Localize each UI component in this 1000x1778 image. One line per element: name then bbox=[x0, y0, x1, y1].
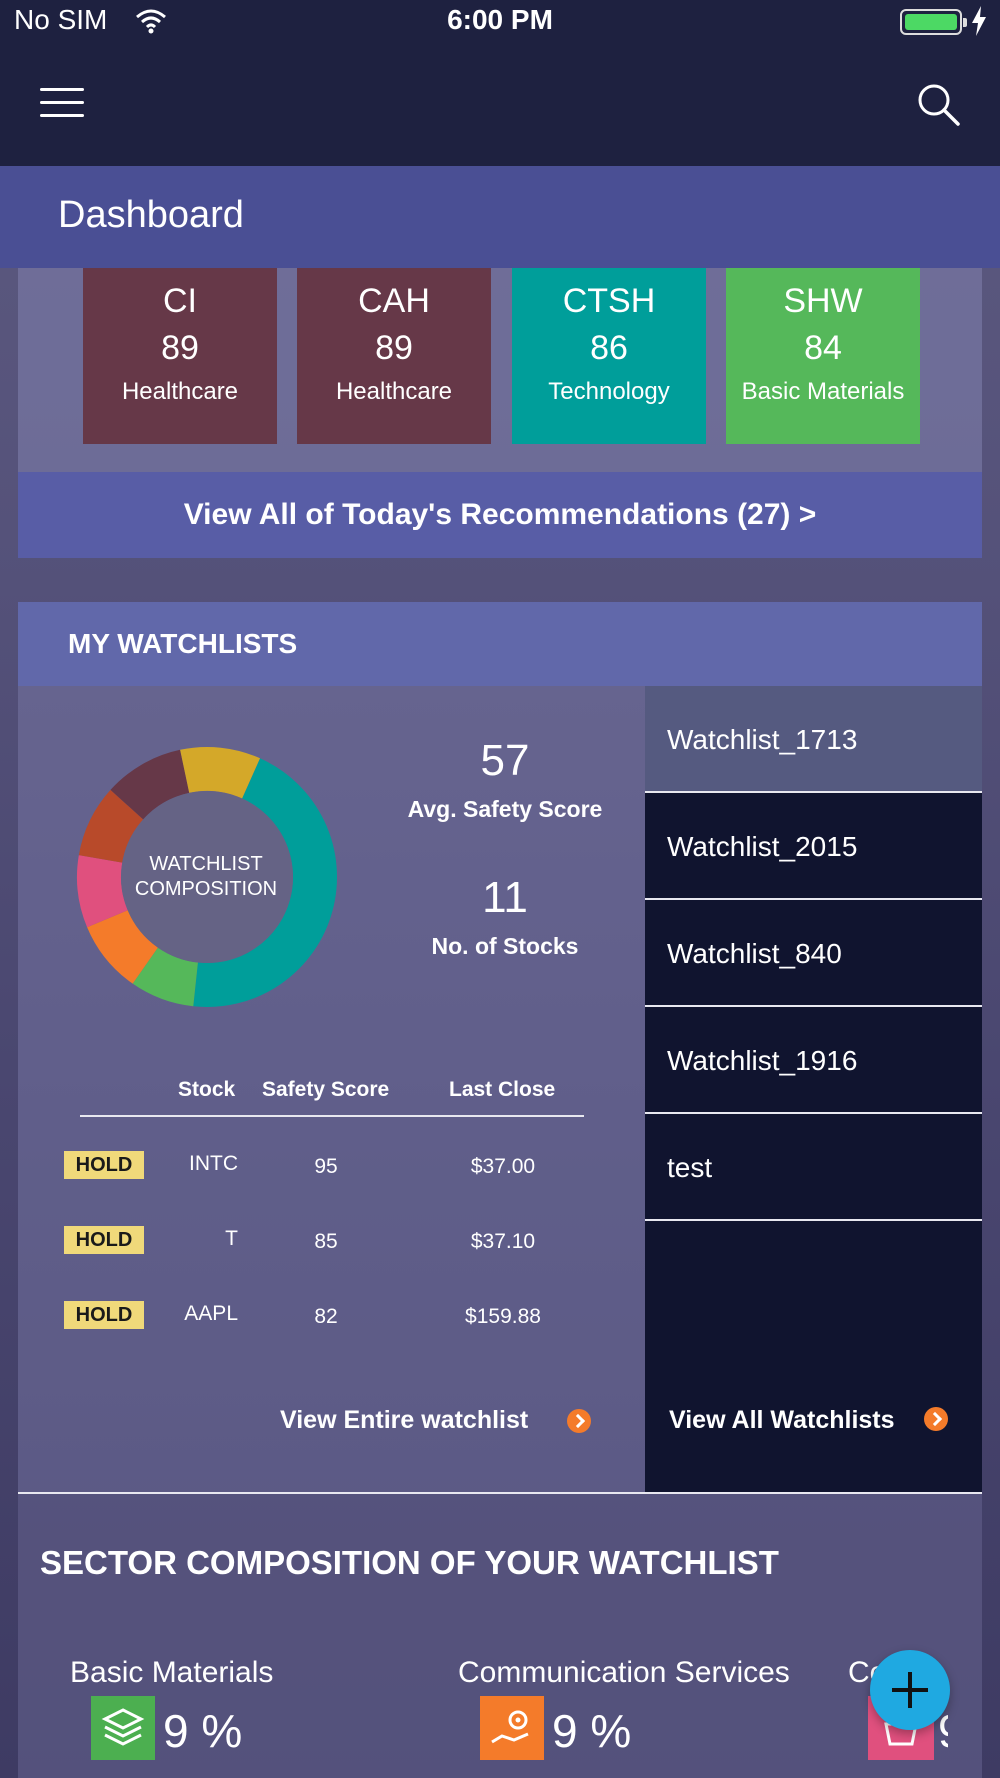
stock-symbol: CAH bbox=[358, 282, 430, 320]
column-header-stock: Stock bbox=[178, 1078, 236, 1101]
watchlist-item[interactable]: Watchlist_2015 bbox=[645, 793, 982, 900]
table-cell-safety-score: 82 bbox=[314, 1305, 338, 1328]
status-time: 6:00 PM bbox=[447, 4, 553, 35]
donut-segment bbox=[193, 758, 337, 1007]
carrier-label: No SIM bbox=[14, 4, 108, 35]
sector-percent: 9 % bbox=[552, 1705, 632, 1757]
chevron-right-icon[interactable] bbox=[567, 1409, 591, 1433]
column-header-last-close: Last Close bbox=[449, 1078, 556, 1101]
stock-score: 89 bbox=[375, 329, 413, 367]
sector-name: Basic Materials bbox=[70, 1656, 274, 1689]
watchlist-item[interactable]: Watchlist_1713 bbox=[645, 686, 982, 793]
watchlist-list: Watchlist_1713 Watchlist_2015 Watchlist_84… bbox=[645, 686, 982, 1492]
sector-name: Communication Services bbox=[458, 1656, 790, 1689]
charging-icon bbox=[970, 6, 988, 41]
stock-sector: Basic Materials bbox=[741, 378, 905, 405]
layers-icon bbox=[91, 1696, 155, 1760]
rating-badge: HOLD bbox=[64, 1151, 144, 1179]
add-button[interactable] bbox=[870, 1650, 950, 1730]
watchlist-composition-donut bbox=[77, 747, 337, 1007]
rating-badge: HOLD bbox=[64, 1301, 144, 1329]
menu-icon[interactable] bbox=[40, 88, 84, 118]
watchlist-name: Watchlist_1916 bbox=[667, 1045, 858, 1076]
table-cell-stock[interactable]: T bbox=[225, 1227, 238, 1250]
stock-symbol: SHW bbox=[783, 282, 863, 320]
page-title: Dashboard bbox=[58, 194, 244, 236]
donut-center-label: WATCHLIST COMPOSITION bbox=[116, 852, 296, 902]
table-cell-safety-score: 85 bbox=[314, 1230, 338, 1253]
stock-symbol: CI bbox=[163, 282, 197, 320]
battery-icon bbox=[900, 9, 967, 35]
table-divider bbox=[80, 1115, 584, 1117]
title-bar: Dashboard bbox=[0, 166, 1000, 268]
donut-segment bbox=[77, 855, 128, 928]
watchlist-item[interactable]: Watchlist_1916 bbox=[645, 1007, 982, 1114]
donut-segment bbox=[132, 947, 199, 1007]
stock-score: 84 bbox=[804, 329, 842, 367]
watchlist-item[interactable]: test bbox=[645, 1114, 982, 1221]
stock-symbol: CTSH bbox=[562, 282, 656, 320]
app-bar bbox=[0, 42, 1000, 166]
donut-segment bbox=[180, 747, 261, 799]
stock-sector: Healthcare bbox=[121, 378, 239, 405]
avg-safety-score-label: Avg. Safety Score bbox=[407, 796, 603, 822]
stock-sector: Technology bbox=[548, 378, 670, 405]
donut-label-line1: WATCHLIST bbox=[149, 853, 263, 875]
sector-percent: 9 % bbox=[163, 1705, 243, 1757]
table-cell-stock[interactable]: AAPL bbox=[184, 1302, 238, 1325]
table-cell-last-close: $159.88 bbox=[465, 1305, 541, 1328]
view-all-watchlists-link[interactable]: View All Watchlists bbox=[669, 1406, 895, 1434]
recommendation-card[interactable]: CI 89 Healthcare bbox=[83, 268, 277, 444]
watchlists-header: MY WATCHLISTS bbox=[18, 602, 982, 686]
recommendation-card[interactable]: CAH 89 Healthcare bbox=[297, 268, 491, 444]
recommendation-card[interactable]: SHW 84 Basic Materials bbox=[726, 268, 920, 444]
sector-composition-title: SECTOR COMPOSITION OF YOUR WATCHLIST bbox=[40, 1544, 779, 1581]
watchlists-title: MY WATCHLISTS bbox=[68, 628, 298, 659]
num-stocks-label: No. of Stocks bbox=[431, 933, 579, 959]
search-icon[interactable] bbox=[914, 80, 962, 128]
donut-segment bbox=[87, 909, 159, 984]
avg-safety-score-value: 57 bbox=[480, 736, 530, 785]
table-cell-last-close: $37.10 bbox=[470, 1230, 536, 1253]
rating-badge: HOLD bbox=[64, 1226, 144, 1254]
watchlist-name: test bbox=[667, 1152, 713, 1183]
watchlist-name: Watchlist_1713 bbox=[667, 724, 858, 755]
donut-label-line2: COMPOSITION bbox=[134, 878, 278, 900]
table-cell-last-close: $37.00 bbox=[470, 1155, 536, 1178]
donut-segment bbox=[110, 749, 190, 820]
table-cell-stock[interactable]: INTC bbox=[189, 1152, 238, 1175]
stock-sector: Healthcare bbox=[335, 378, 453, 405]
view-entire-watchlist-link[interactable]: View Entire watchlist bbox=[280, 1406, 529, 1434]
chevron-right-icon[interactable] bbox=[924, 1407, 948, 1431]
sector-percent: 9 bbox=[938, 1704, 948, 1758]
table-cell-safety-score: 95 bbox=[314, 1155, 338, 1178]
watchlist-name: Watchlist_2015 bbox=[667, 831, 858, 862]
view-all-recommendations-button[interactable]: View All of Today's Recommendations (27)… bbox=[18, 472, 982, 558]
status-bar: No SIM 6:00 PM bbox=[0, 0, 1000, 42]
stock-score: 86 bbox=[590, 329, 628, 367]
num-stocks-value: 11 bbox=[482, 873, 528, 922]
recommendation-card[interactable]: CTSH 86 Technology bbox=[512, 268, 706, 444]
watchlist-item[interactable]: Watchlist_840 bbox=[645, 900, 982, 1007]
stock-score: 89 bbox=[161, 329, 199, 367]
column-header-safety-score: Safety Score bbox=[262, 1078, 390, 1101]
donut-segment bbox=[78, 789, 144, 864]
gear-hand-icon bbox=[480, 1696, 544, 1760]
watchlist-name: Watchlist_840 bbox=[667, 938, 842, 969]
donut-center bbox=[121, 791, 293, 963]
wifi-icon bbox=[134, 8, 168, 39]
